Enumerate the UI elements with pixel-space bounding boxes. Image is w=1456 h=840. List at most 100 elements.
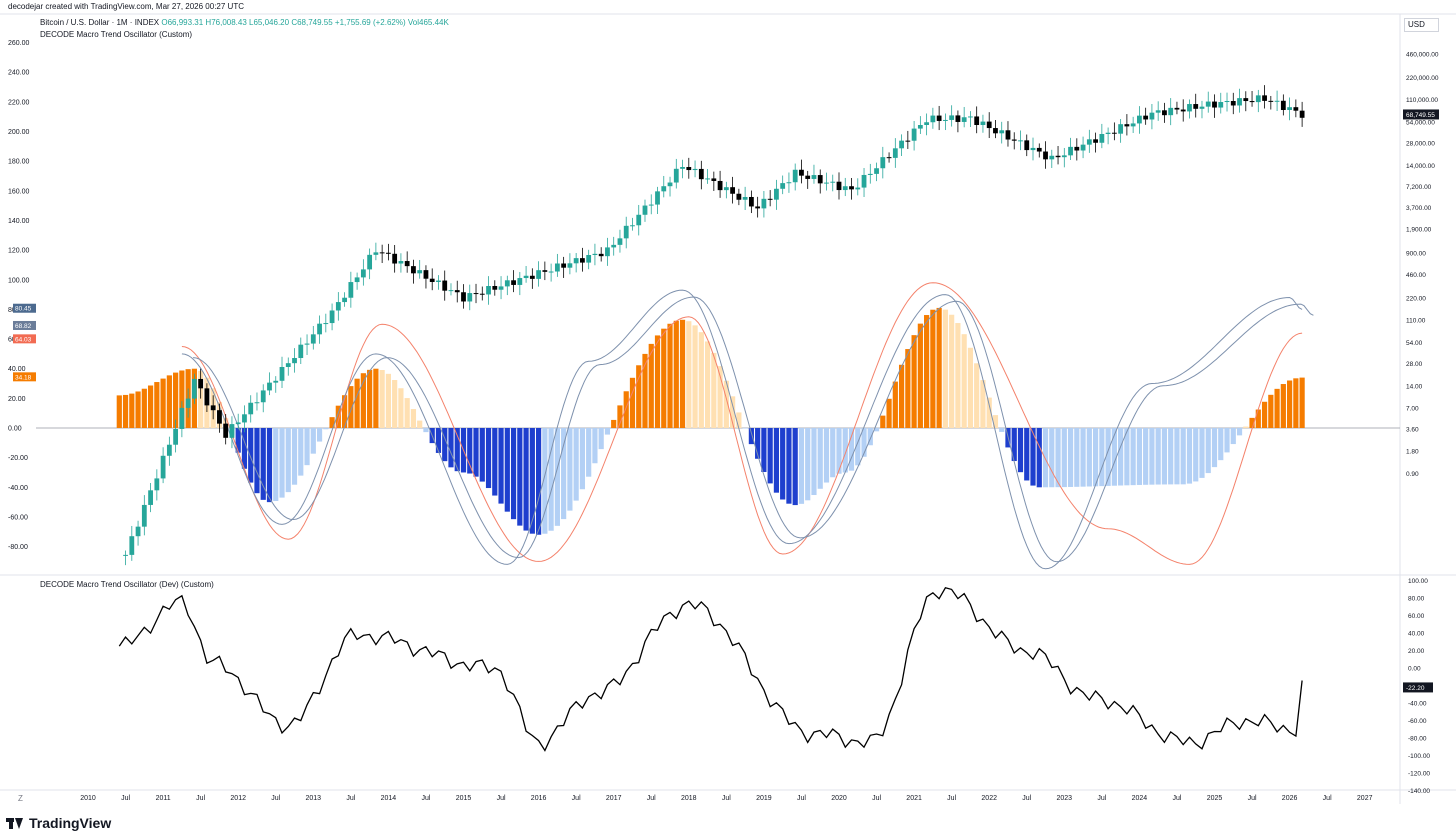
candle-body: [1280, 100, 1286, 111]
time-tick-label: 2018: [681, 795, 697, 802]
candle-body: [1268, 100, 1274, 102]
histogram-bar: [147, 385, 154, 428]
histogram-bar: [341, 395, 348, 428]
candle-body: [1212, 101, 1217, 108]
candle-body: [179, 407, 185, 429]
osc-tick-label: 160.00: [8, 188, 30, 195]
candle-body: [173, 428, 179, 445]
candle-body: [899, 140, 904, 149]
time-tick-label: Jul: [121, 795, 130, 802]
candle-body: [129, 536, 135, 555]
candle-body: [993, 128, 998, 134]
histogram-bar: [967, 347, 974, 428]
histogram-bar: [673, 320, 679, 428]
histogram-bar: [310, 428, 316, 454]
dev-tick-label: 60.00: [1408, 613, 1425, 620]
oscillator-title[interactable]: DECODE Macro Trend Oscillator (Custom): [40, 30, 193, 39]
candle-body: [141, 504, 147, 527]
histogram-bar: [542, 428, 548, 534]
symbol-title[interactable]: Bitcoin / U.S. Dollar · 1M · INDEX: [40, 18, 160, 27]
dev-last-tag: [1403, 682, 1433, 693]
histogram-bar: [548, 428, 554, 531]
histogram-bar: [686, 321, 692, 428]
histogram-bar: [1180, 428, 1186, 485]
histogram-bar: [1249, 417, 1255, 428]
candle-body: [529, 275, 535, 279]
candle-body: [692, 168, 698, 171]
time-tick-label: Jul: [722, 795, 731, 802]
candle-body: [567, 263, 573, 268]
candle-body: [999, 130, 1005, 134]
candle-body: [273, 380, 279, 383]
candle-body: [968, 116, 973, 118]
candle-body: [160, 455, 166, 479]
candle-body: [310, 334, 316, 344]
candle-body: [285, 363, 291, 367]
blue-trend-line: [181, 289, 1303, 570]
histogram-bar: [786, 428, 792, 504]
histogram-bar: [335, 405, 341, 428]
histogram-bar: [798, 428, 805, 504]
histogram-bar: [398, 388, 404, 428]
candle-body: [360, 269, 366, 278]
candle-body: [1168, 107, 1174, 116]
candle-body: [191, 378, 197, 399]
candle-body: [805, 175, 811, 179]
histogram-bar: [417, 420, 423, 428]
candle-body: [436, 280, 441, 282]
histogram-bar: [116, 395, 122, 428]
candle-body: [448, 290, 454, 292]
histogram-bar: [273, 428, 279, 501]
histogram-bar: [1086, 428, 1092, 487]
histogram-bar: [1155, 428, 1161, 485]
histogram-bar: [235, 428, 241, 453]
histogram-bar: [698, 332, 704, 428]
histogram-bar: [992, 415, 999, 428]
candle-body: [605, 247, 610, 257]
candle-body: [442, 280, 448, 291]
time-tick-label: Jul: [947, 795, 956, 802]
osc-tick-label: 140.00: [8, 218, 30, 225]
price-tick-label: 14.00: [1406, 383, 1423, 390]
candle-body: [492, 286, 498, 290]
histogram-bar: [592, 428, 598, 464]
candle-body: [329, 310, 335, 324]
candle-body: [1130, 123, 1136, 127]
candle-body: [335, 302, 341, 311]
histogram-bar: [448, 428, 454, 468]
histogram-bar: [435, 428, 442, 453]
histogram-bar: [855, 428, 861, 466]
histogram-bar: [1017, 428, 1024, 473]
candle-body: [417, 270, 423, 274]
candle-body: [761, 198, 767, 209]
histogram-bar: [1024, 428, 1030, 481]
zoom-button[interactable]: Z: [18, 794, 23, 803]
price-tick-label: 1.80: [1406, 449, 1419, 456]
histogram-bar: [642, 353, 648, 428]
histogram-bar: [1111, 428, 1117, 486]
histogram-bar: [654, 335, 661, 428]
candle-body: [980, 121, 986, 126]
candle-body: [705, 178, 710, 180]
histogram-bar: [1205, 428, 1211, 474]
histogram-bar: [179, 370, 185, 428]
time-tick-label: 2021: [906, 795, 922, 802]
candle-body: [680, 167, 685, 169]
histogram-bar: [1136, 428, 1142, 485]
candle-body: [461, 292, 466, 302]
histogram-bar: [711, 352, 717, 428]
dev-oscillator-title[interactable]: DECODE Macro Trend Oscillator (Dev) (Cus…: [40, 580, 214, 589]
candle-body: [1299, 110, 1305, 118]
candle-body: [1224, 101, 1230, 103]
candle-body: [611, 244, 617, 248]
histogram-bar: [122, 394, 129, 428]
price-tick-label: 220.00: [1406, 295, 1426, 302]
histogram-bar: [485, 428, 492, 489]
histogram-bar: [898, 364, 905, 428]
currency-button[interactable]: USD: [1404, 18, 1439, 32]
histogram-bar: [523, 428, 529, 531]
candle-body: [1218, 102, 1224, 108]
candle-body: [1205, 101, 1211, 107]
candle-body: [711, 178, 717, 181]
